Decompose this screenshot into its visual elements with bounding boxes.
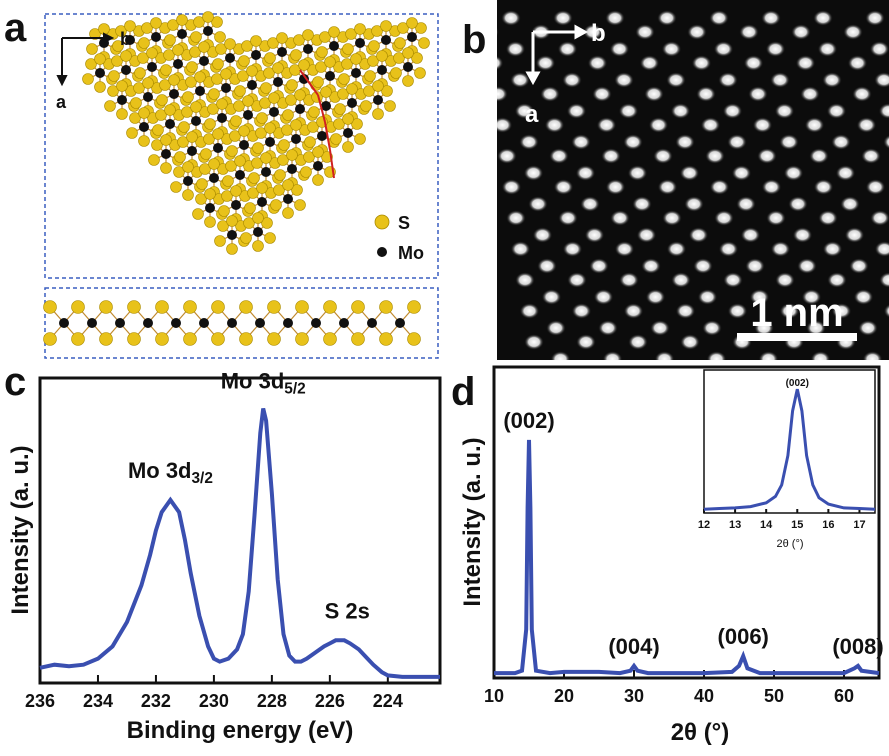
- x-tick-label: 228: [257, 691, 287, 711]
- xrd-pattern-line: [494, 439, 880, 676]
- top-view-frame: [44, 13, 439, 279]
- axis-label-b: b: [120, 29, 131, 49]
- x-tick-label: 60: [834, 686, 854, 706]
- peak-annotation: Mo 3d3/2: [128, 458, 213, 487]
- xrd-xlabel: 2θ (°): [671, 719, 730, 746]
- panel-c-xps-chart: 236 234 232 230 228 226 224 Mo 3d3/2 Mo 3d5/2 S …: [7, 370, 442, 744]
- lattice-side-view: [43, 300, 421, 346]
- xrd-ylabel: Intensity (a. u.): [459, 437, 486, 606]
- peak-annotation: S 2s: [325, 598, 370, 623]
- peak-annotation: (004): [608, 634, 659, 659]
- lattice-top-view: [82, 11, 430, 255]
- x-tick-label: 17: [853, 519, 865, 531]
- axis-label-a: a: [56, 92, 67, 112]
- x-tick-label: 20: [554, 686, 574, 706]
- panel-a-structure: b a S Mo: [43, 11, 439, 359]
- x-tick-label: 10: [484, 686, 504, 706]
- panel-b-stem-image: b a 1 nm: [497, 0, 889, 360]
- x-tick-label: 234: [83, 691, 113, 711]
- xps-ylabel: Intensity (a. u.): [7, 445, 34, 614]
- legend-s-label: S: [398, 213, 410, 233]
- stem-axis-label-a: a: [525, 101, 539, 128]
- xps-plot-frame: [38, 376, 442, 685]
- axis-arrows-b: [525, 24, 589, 86]
- x-tick-label: 232: [141, 691, 171, 711]
- x-tick-label: 15: [791, 519, 803, 531]
- panel-label-d: d: [451, 370, 476, 414]
- xps-xlabel: Binding energy (eV): [127, 717, 354, 744]
- scalebar: [737, 333, 857, 341]
- x-tick-label: 16: [822, 519, 834, 531]
- xrd-plot-frame: [492, 365, 881, 680]
- legend-s-marker: [374, 214, 390, 230]
- axis-arrows-a: [56, 32, 115, 87]
- xrd-inset-line: [703, 388, 876, 511]
- x-tick-label: 14: [760, 519, 773, 531]
- stem-axis-label-b: b: [591, 20, 606, 47]
- x-tick-label: 30: [624, 686, 644, 706]
- legend-mo-label: Mo: [398, 243, 424, 263]
- x-tick-label: 12: [698, 519, 710, 531]
- x-tick-label: 13: [729, 519, 741, 531]
- x-tick-label: 50: [764, 686, 784, 706]
- x-tick-label: 236: [25, 691, 55, 711]
- side-view-frame: [44, 287, 439, 359]
- peak-annotation: (002): [503, 408, 554, 433]
- peak-annotation: Mo 3d5/2: [221, 370, 306, 398]
- x-tick-label: 226: [315, 691, 345, 711]
- panel-label-a: a: [4, 6, 27, 50]
- xrd-inset-xlabel: 2θ (°): [776, 538, 803, 550]
- xps-spectrum-line: [39, 408, 440, 679]
- peak-annotation: (006): [718, 624, 769, 649]
- panel-d-xrd-chart: 10 20 30 40 50 60 (002) (004) (006) (008) 2θ (°)…: [459, 365, 884, 746]
- xrd-inset-annotation: (002): [786, 378, 809, 389]
- scalebar-label: 1 nm: [750, 291, 843, 335]
- peak-annotation: (008): [832, 634, 883, 659]
- x-tick-label: 230: [199, 691, 229, 711]
- x-tick-label: 224: [373, 691, 403, 711]
- legend-mo-marker: [377, 247, 387, 257]
- panel-label-c: c: [4, 360, 27, 404]
- panel-label-b: b: [462, 18, 487, 62]
- x-tick-label: 40: [694, 686, 714, 706]
